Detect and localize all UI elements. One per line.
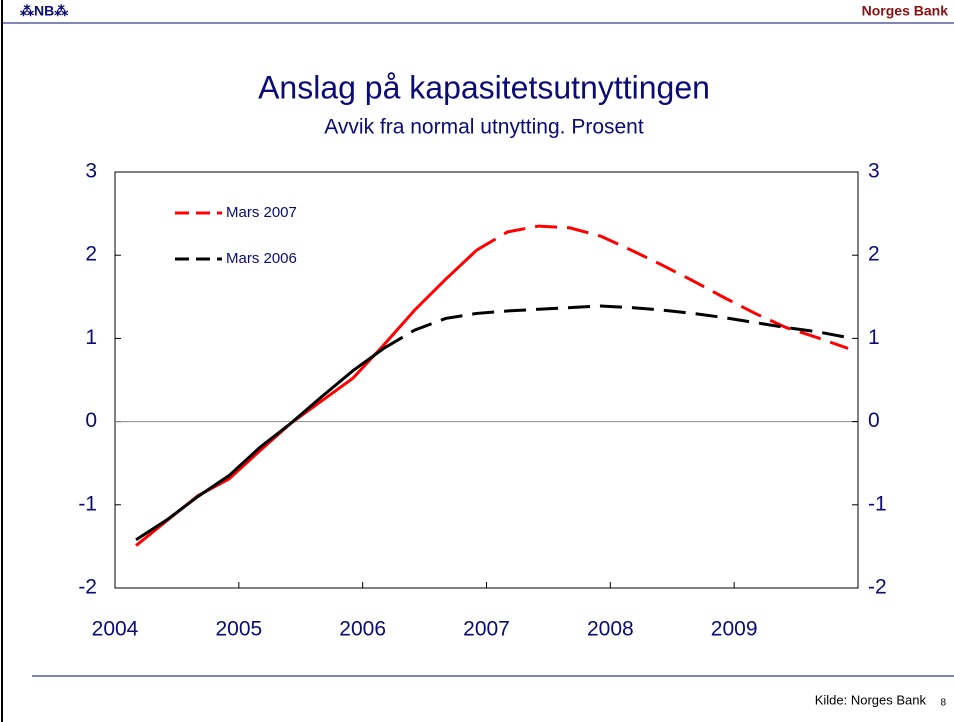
x-tick-label: 2004 [92,618,139,641]
plot: -2 -1 0 1 2 3 -2 -1 0 1 2 3 2004 2005 2006 2007 2008 2009… [78,160,886,641]
y2-tick-label: -1 [868,492,887,515]
source: Kilde: Norges Bank [815,692,927,707]
y2-tick-label: 2 [868,243,880,266]
line-forecast [475,224,849,350]
x-tick-label: 2008 [587,618,634,641]
line-forecast [382,304,849,350]
legend-label: Mars 2007 [226,204,297,221]
y2-tick-label: 3 [868,160,880,183]
y-tick-label: -2 [78,576,97,599]
page-number: 8 [940,698,946,709]
y-tick-label: 2 [85,243,97,266]
y2-tick-label: 1 [868,326,880,349]
x-tick-label: 2007 [463,618,510,641]
x-tick-label: 2006 [339,618,386,641]
y-tick-label: 3 [85,160,97,183]
chart-title: Anslag på kapasitetsutnyttingen [258,69,710,105]
brand: Norges Bank [862,3,949,19]
y2-tick-label: 0 [868,409,880,432]
line-actual [135,347,385,542]
y-tick-label: -1 [78,492,97,515]
x-tick-label: 2009 [711,618,758,641]
y-tick-label: 0 [85,409,97,432]
logo: ⁂NB⁂ [20,3,68,19]
chart-subtitle: Avvik fra normal utnytting. Prosent [324,116,644,139]
x-tick-label: 2005 [215,618,262,641]
y-tick-label: 1 [85,326,97,349]
y2-tick-label: -2 [868,576,887,599]
legend-label: Mars 2006 [226,250,297,267]
